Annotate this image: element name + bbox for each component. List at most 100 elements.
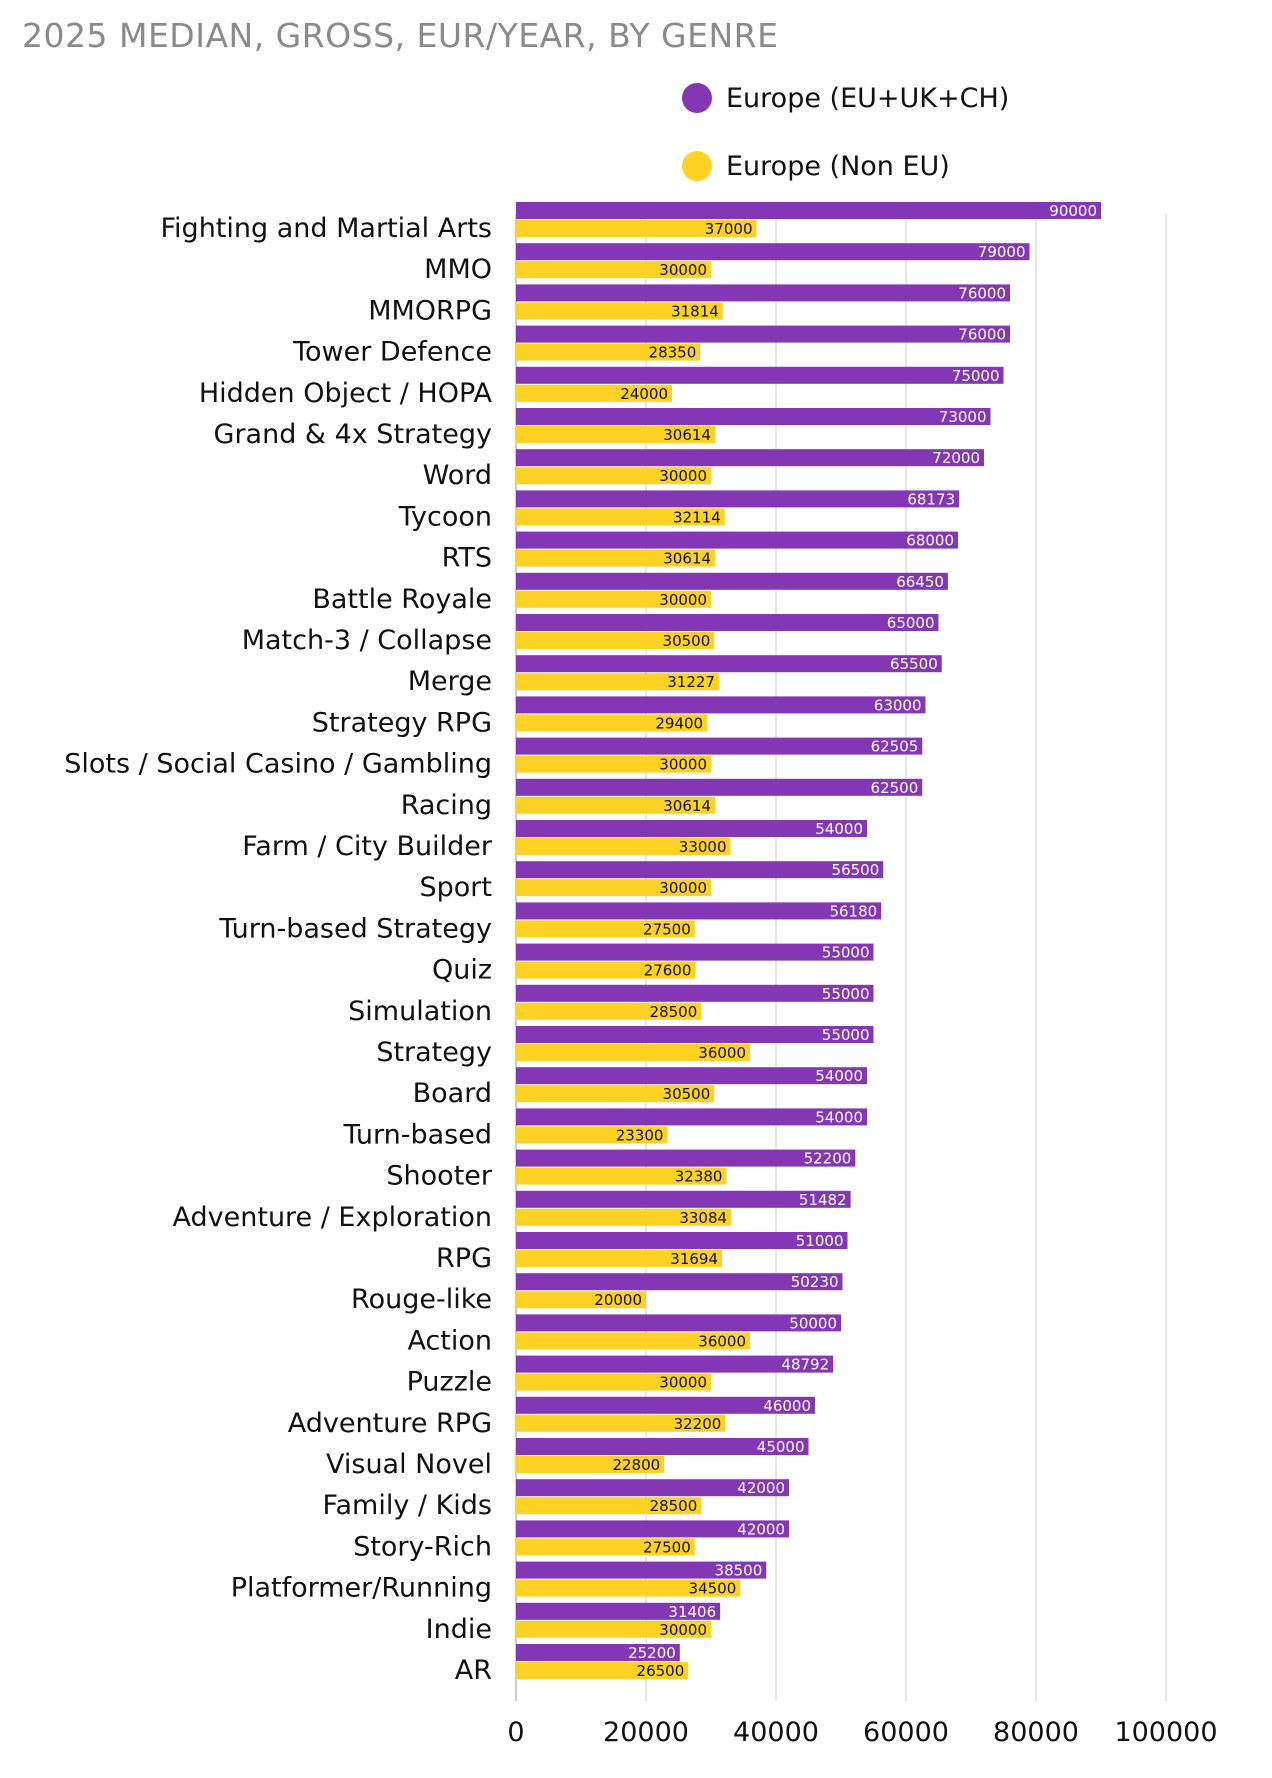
data-label-non-eu: 30500	[663, 632, 711, 650]
bar-non-eu	[516, 1250, 723, 1267]
data-label-non-eu: 33000	[679, 838, 727, 856]
bar-eu	[516, 1644, 680, 1661]
category-label: Puzzle	[407, 1367, 492, 1398]
data-label-eu: 54000	[815, 1108, 863, 1126]
data-label-non-eu: 30500	[663, 1085, 711, 1103]
data-label-eu: 38500	[715, 1562, 763, 1580]
bar-eu	[516, 325, 1010, 343]
data-label-eu: 68000	[906, 532, 954, 550]
category-label: Sport	[420, 872, 492, 903]
data-label-eu: 55000	[822, 944, 870, 962]
bar-eu	[516, 1232, 848, 1249]
data-label-eu: 55000	[822, 1026, 870, 1044]
data-label-non-eu: 30000	[659, 1621, 707, 1639]
data-label-eu: 51482	[799, 1191, 847, 1209]
bar-eu	[516, 1438, 809, 1455]
data-label-eu: 56180	[829, 902, 877, 920]
category-label: Tower Defence	[292, 337, 492, 368]
category-label: Racing	[401, 790, 492, 821]
bar-eu	[516, 366, 1004, 384]
data-label-eu: 55000	[822, 985, 870, 1003]
category-label: Match-3 / Collapse	[242, 625, 492, 656]
legend-item-eu: Europe (EU+UK+CH)	[682, 78, 1009, 118]
bar-eu	[516, 1479, 789, 1497]
data-label-non-eu: 32200	[674, 1415, 722, 1433]
data-label-non-eu: 30614	[663, 550, 711, 568]
data-label-eu: 54000	[815, 1067, 863, 1085]
bar-non-eu	[516, 343, 701, 361]
bar-non-eu	[516, 1497, 702, 1515]
legend-item-non-eu: Europe (Non EU)	[682, 146, 950, 186]
bar-non-eu	[516, 1373, 711, 1391]
category-label: RPG	[436, 1243, 492, 1274]
data-label-non-eu: 30000	[659, 1374, 707, 1392]
category-label: Merge	[408, 666, 492, 697]
category-label: Action	[407, 1325, 492, 1356]
data-label-eu: 76000	[958, 284, 1006, 302]
bar-non-eu	[516, 508, 725, 526]
data-label-eu: 62505	[871, 738, 919, 756]
bar-non-eu	[516, 261, 711, 279]
data-label-non-eu: 31814	[671, 302, 719, 320]
bar-eu	[516, 1561, 767, 1579]
bar-non-eu	[516, 796, 715, 814]
data-label-non-eu: 36000	[698, 1332, 746, 1350]
bar-non-eu	[516, 755, 711, 773]
bar-non-eu	[516, 1538, 695, 1556]
x-tick-label-20000: 20000	[603, 1717, 689, 1748]
bar-eu	[516, 572, 948, 590]
data-label-non-eu: 30000	[659, 261, 707, 279]
data-label-eu: 42000	[737, 1520, 785, 1538]
bar-non-eu	[516, 838, 731, 855]
bar-eu	[516, 1108, 867, 1126]
bar-eu	[516, 943, 874, 961]
data-label-non-eu: 29400	[655, 714, 703, 732]
data-label-non-eu: 31227	[667, 673, 715, 691]
bar-non-eu	[516, 467, 711, 485]
data-label-non-eu: 28500	[650, 1497, 698, 1515]
data-label-eu: 72000	[932, 449, 980, 467]
category-label: Fighting and Martial Arts	[160, 213, 492, 244]
bar-non-eu	[516, 1579, 741, 1597]
category-label: Family / Kids	[322, 1490, 492, 1521]
bar-non-eu	[516, 632, 715, 649]
legend-label-non-eu: Europe (Non EU)	[726, 150, 950, 182]
data-label-non-eu: 30000	[659, 467, 707, 485]
data-label-eu: 79000	[978, 243, 1026, 261]
category-label: Strategy	[376, 1037, 492, 1068]
bar-non-eu	[516, 302, 723, 320]
data-label-eu: 50000	[789, 1314, 837, 1332]
x-tick-label-100000: 100000	[1114, 1717, 1217, 1748]
bar-eu	[516, 1026, 874, 1043]
data-label-non-eu: 27500	[643, 920, 691, 938]
category-label: Indie	[426, 1614, 492, 1645]
category-label: Shooter	[386, 1161, 492, 1192]
bar-eu	[516, 408, 991, 425]
bar-eu	[516, 737, 923, 755]
bar-eu	[516, 1190, 851, 1208]
data-label-non-eu: 37000	[705, 220, 753, 238]
data-label-non-eu: 27600	[644, 962, 692, 980]
category-label: Turn-based	[343, 1119, 493, 1150]
category-label: Strategy RPG	[312, 707, 492, 738]
bar-non-eu	[516, 220, 757, 237]
bar-non-eu	[516, 549, 715, 567]
bar-eu	[516, 202, 1101, 219]
bar-non-eu	[516, 426, 715, 443]
legend-swatch-eu	[682, 83, 712, 113]
data-label-eu: 42000	[737, 1479, 785, 1497]
data-label-non-eu: 24000	[620, 385, 668, 403]
data-label-eu: 52200	[804, 1150, 852, 1168]
bar-eu	[516, 1602, 721, 1620]
category-label: MMO	[424, 254, 492, 285]
bar-eu	[516, 449, 984, 467]
data-label-eu: 75000	[952, 367, 1000, 385]
data-label-non-eu: 32114	[673, 508, 721, 526]
bar-non-eu	[516, 1414, 726, 1432]
category-label: Grand & 4x Strategy	[214, 419, 492, 450]
data-label-eu: 66450	[896, 573, 944, 591]
data-label-non-eu: 34500	[689, 1580, 737, 1598]
data-label-eu: 90000	[1049, 202, 1097, 220]
category-label: MMORPG	[368, 295, 492, 326]
